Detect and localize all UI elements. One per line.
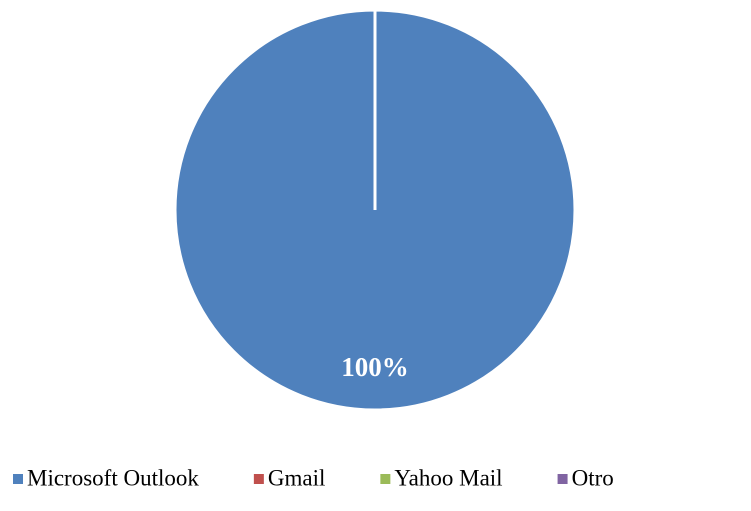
legend-text: Microsoft Outlook <box>27 465 199 490</box>
legend-text: Yahoo Mail <box>394 465 502 490</box>
legend-text: Gmail <box>268 465 326 490</box>
legend-swatch <box>557 474 568 484</box>
legend-text: Otro <box>572 465 614 490</box>
legend-swatch <box>380 474 391 484</box>
legend-swatch <box>253 474 264 484</box>
legend-swatch <box>13 474 23 484</box>
slice-label: 100% <box>341 352 409 382</box>
